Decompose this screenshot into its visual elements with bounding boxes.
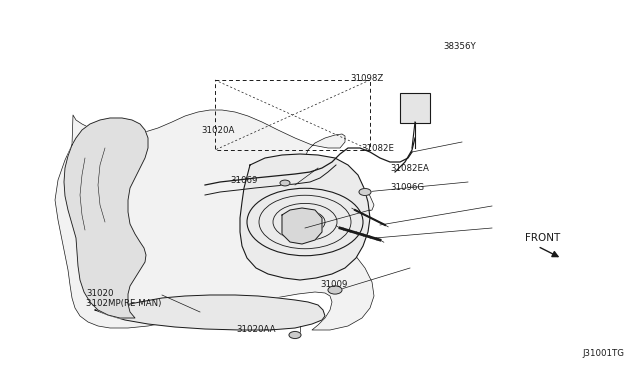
Text: 31009: 31009: [320, 280, 348, 289]
Circle shape: [289, 331, 301, 339]
Text: 38356Y: 38356Y: [443, 42, 476, 51]
Polygon shape: [282, 208, 322, 244]
Text: 31098Z: 31098Z: [351, 74, 384, 83]
Text: 31082EA: 31082EA: [390, 164, 429, 173]
FancyBboxPatch shape: [400, 93, 430, 123]
Polygon shape: [95, 295, 325, 330]
Circle shape: [280, 180, 290, 186]
Text: 31020: 31020: [86, 289, 114, 298]
Text: 3102MP(RE MAN): 3102MP(RE MAN): [86, 299, 162, 308]
Text: FRONT: FRONT: [525, 233, 560, 243]
Polygon shape: [64, 118, 148, 318]
Polygon shape: [55, 110, 374, 330]
Circle shape: [359, 189, 371, 196]
Polygon shape: [240, 154, 370, 280]
Text: 31096G: 31096G: [390, 183, 424, 192]
Text: 31020A: 31020A: [202, 126, 235, 135]
Circle shape: [328, 286, 342, 294]
Text: 31020AA: 31020AA: [237, 325, 276, 334]
Text: 31069: 31069: [230, 176, 258, 185]
Text: 31082E: 31082E: [362, 144, 395, 153]
Text: J31001TG: J31001TG: [582, 349, 624, 358]
